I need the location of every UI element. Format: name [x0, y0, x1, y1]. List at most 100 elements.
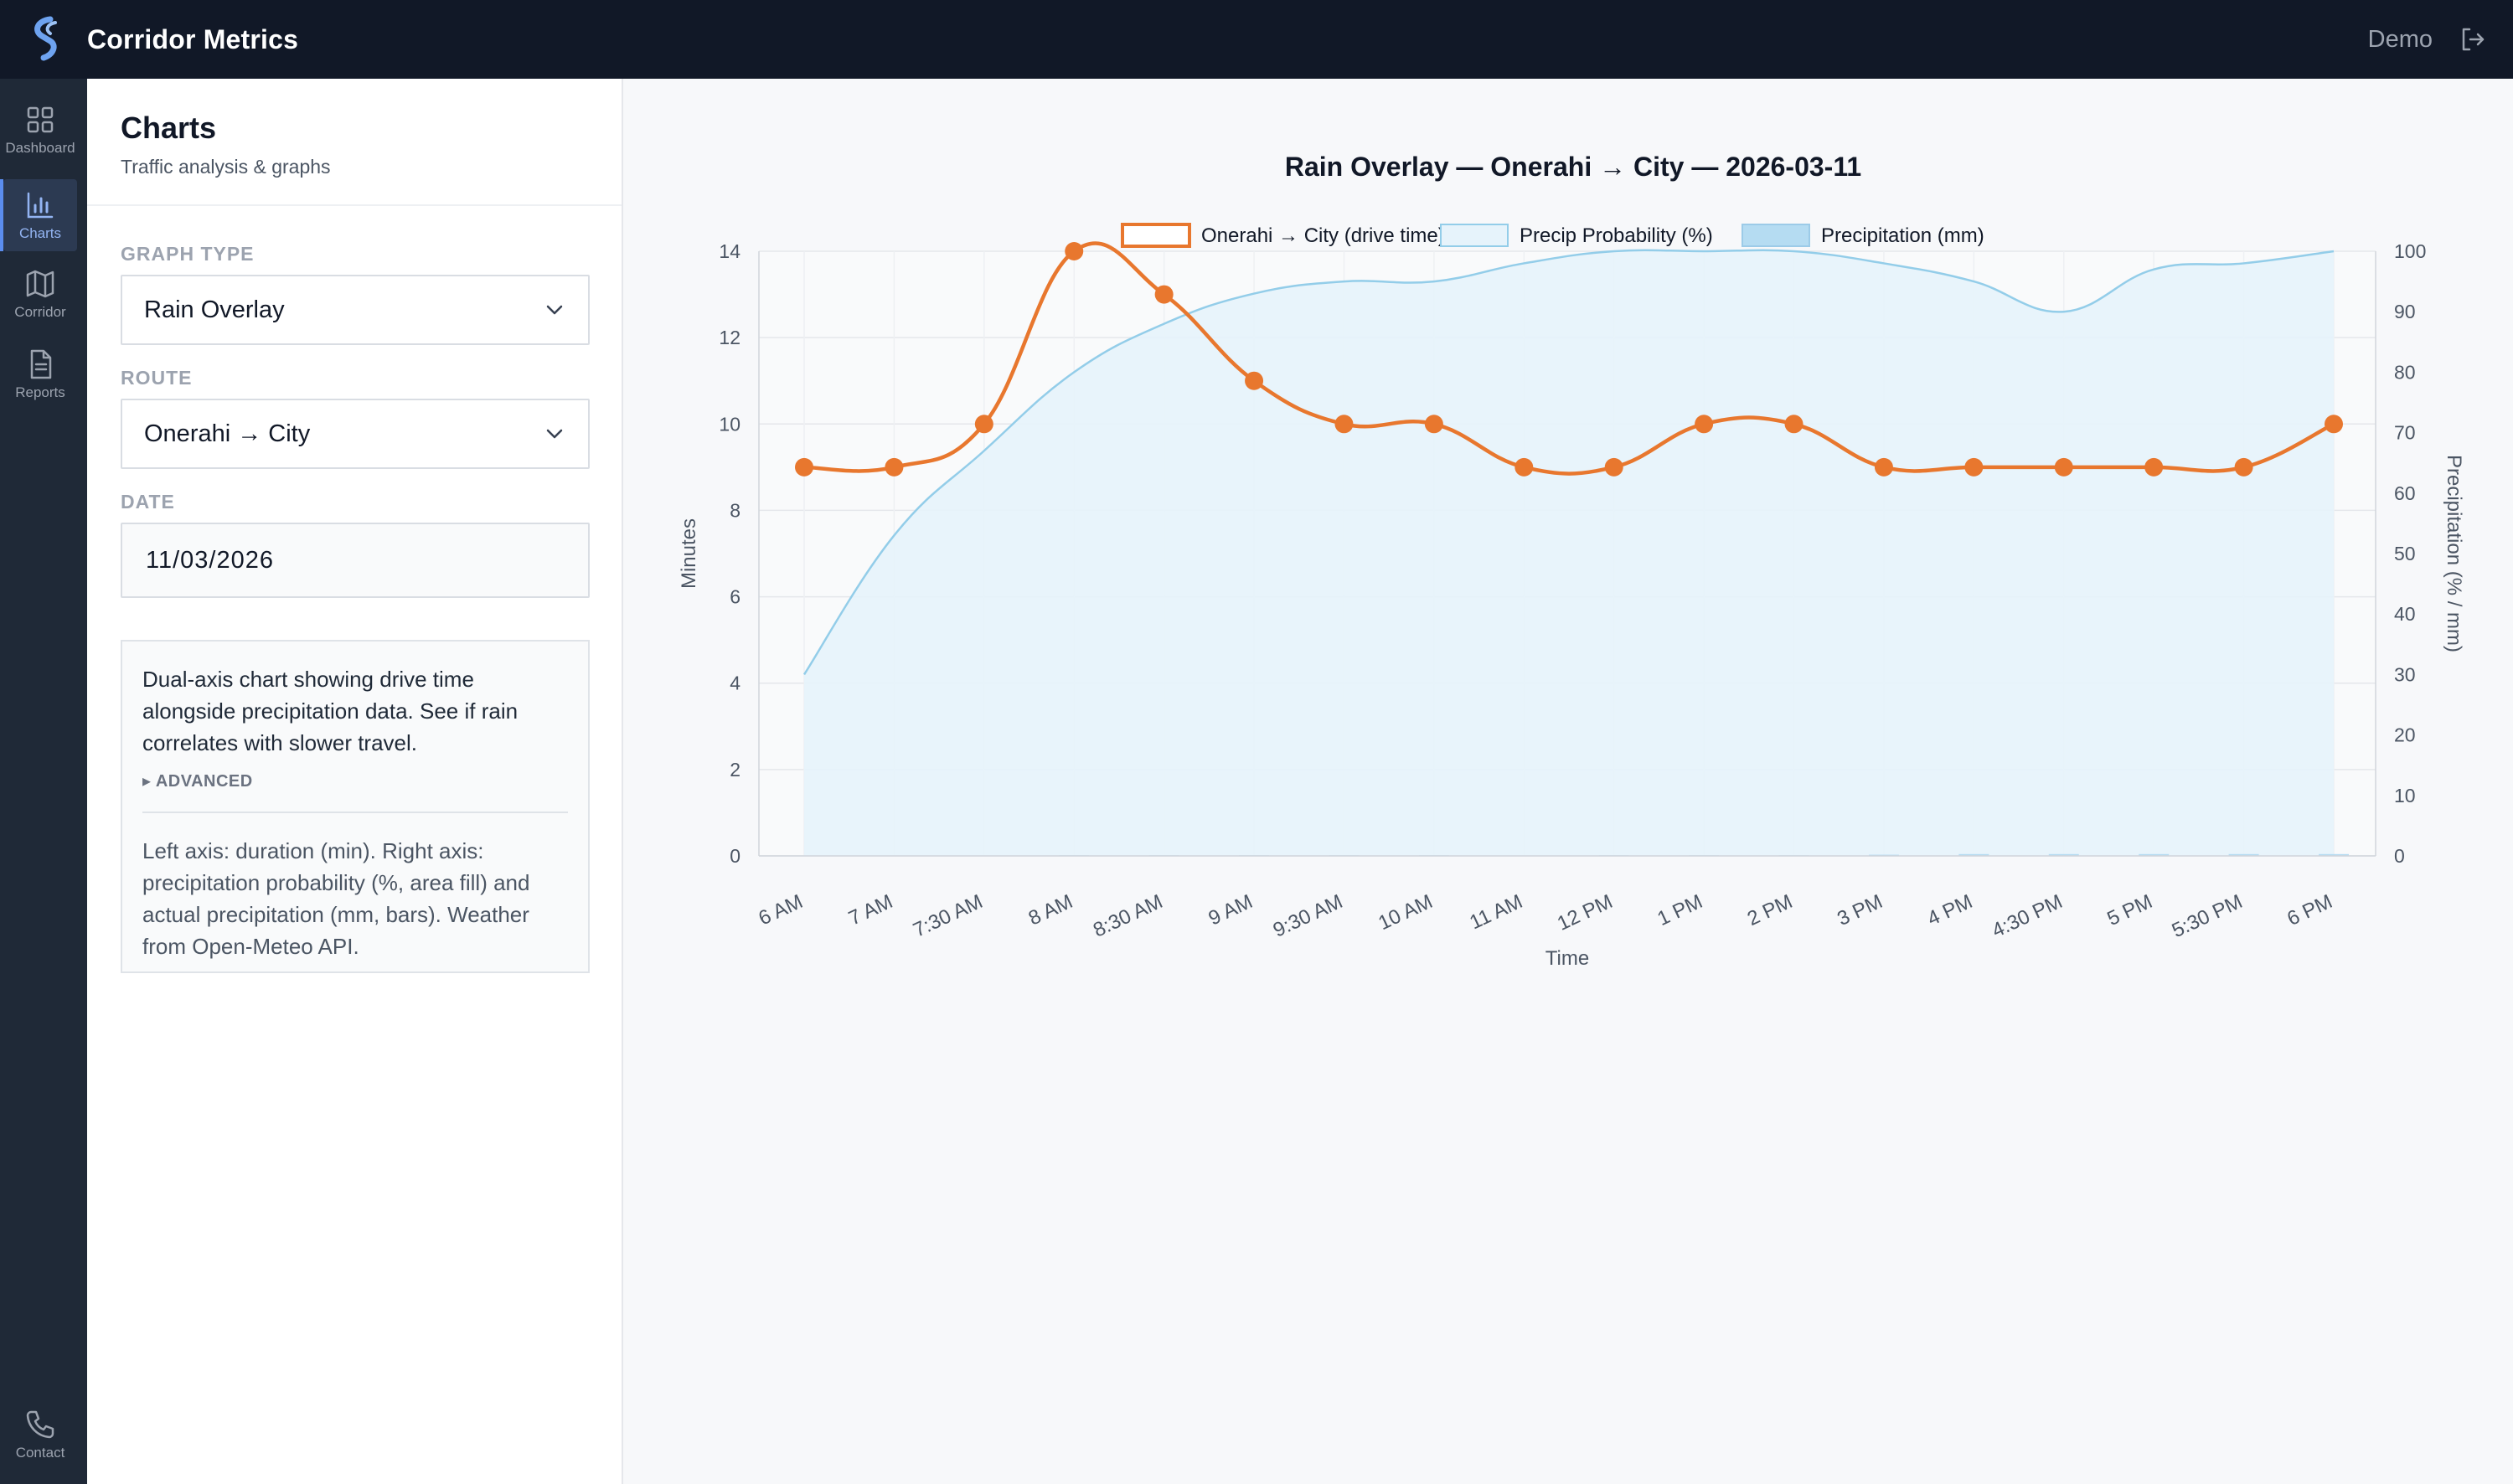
precipitation-bar: [2048, 853, 2079, 856]
x-tick-label: 11 AM: [1466, 890, 1525, 934]
drive-time-point: [1604, 457, 1623, 477]
legend-precip-probability: Precip Probability (%): [1440, 224, 1713, 247]
x-tick-label: 8 AM: [1025, 890, 1076, 930]
legend-swatch: [1742, 224, 1810, 247]
y-axis-title: Minutes: [678, 518, 700, 589]
legend-precipitation: Precipitation (mm): [1742, 224, 1984, 247]
y-tick-label: 0: [730, 845, 740, 867]
y-tick-label: 4: [730, 672, 740, 694]
y2-tick-label: 20: [2394, 724, 2416, 746]
x-tick-label: 2 PM: [1744, 890, 1796, 930]
nav-label-dashboard: Dashboard: [5, 140, 75, 156]
drive-time-line: [795, 241, 2343, 477]
drive-time-point: [1784, 415, 1803, 434]
date-value: 11/03/2026: [146, 546, 274, 574]
route-label: ROUTE: [121, 367, 193, 389]
drive-time-point: [795, 457, 813, 477]
drive-time-point: [1964, 457, 1984, 477]
top-bar: Corridor Metrics Demo: [0, 0, 2513, 79]
y-tick-label: 8: [730, 499, 740, 521]
drive-time-point: [2325, 415, 2343, 434]
panel-header: Charts Traffic analysis & graphs: [87, 79, 622, 206]
y-tick-label: 2: [730, 759, 740, 781]
graph-type-label: GRAPH TYPE: [121, 243, 255, 265]
y2-tick-label: 90: [2394, 301, 2416, 322]
precipitation-bar: [2228, 853, 2259, 856]
x-tick-label: 1 PM: [1654, 890, 1705, 930]
y2-axis-title: Precipitation (% / mm): [2443, 455, 2465, 652]
graph-type-select[interactable]: Rain Overlay: [121, 275, 590, 345]
nav-item-corridor[interactable]: Corridor: [3, 258, 77, 330]
nav-item-contact[interactable]: Contact: [3, 1399, 77, 1471]
route-value: Onerahi → City: [144, 420, 311, 447]
drive-time-point: [1874, 457, 1893, 477]
y-tick-label: 6: [730, 586, 740, 608]
y-tick-label: 10: [719, 413, 740, 435]
x-tick-label: 7:30 AM: [910, 890, 986, 942]
y2-tick-label: 50: [2394, 543, 2416, 564]
drive-time-point: [1424, 415, 1443, 434]
y2-tick-label: 10: [2394, 785, 2416, 806]
drive-time-point: [1334, 415, 1354, 434]
nav-item-charts[interactable]: Charts: [0, 179, 77, 251]
x-tick-label: 6 PM: [2283, 890, 2335, 930]
x-tick-label: 9 AM: [1205, 890, 1256, 930]
x-tick-label: 4 PM: [1924, 890, 1976, 930]
document-icon: [30, 349, 52, 379]
info-divider: [142, 812, 568, 813]
x-tick-label: 9:30 AM: [1270, 890, 1346, 942]
phone-icon: [26, 1410, 54, 1439]
date-label: DATE: [121, 491, 175, 513]
precip-probability-line: [802, 249, 2335, 676]
chevron-down-icon: [546, 429, 563, 439]
x-tick-label: 12 PM: [1554, 890, 1616, 935]
date-input[interactable]: 11/03/2026: [121, 523, 590, 598]
nav-item-reports[interactable]: Reports: [3, 338, 77, 410]
nav-label-charts: Charts: [18, 225, 62, 241]
x-tick-label: 3 PM: [1834, 890, 1886, 930]
chart-legend: Onerahi → City (drive time) Precip Probab…: [1121, 223, 1984, 248]
user-name: Demo: [2367, 25, 2433, 53]
y-tick-label: 12: [719, 327, 740, 348]
x-tick-label: 5:30 PM: [2169, 890, 2246, 942]
drive-time-point: [1065, 242, 1084, 260]
nav-item-dashboard[interactable]: Dashboard: [3, 94, 77, 166]
advanced-description: Left axis: duration (min). Right axis: p…: [142, 838, 530, 959]
bar-chart-icon: [27, 192, 54, 219]
advanced-toggle[interactable]: ▸ ADVANCED: [142, 772, 253, 791]
chart-description: Dual-axis chart showing drive time along…: [142, 667, 519, 755]
graph-type-value: Rain Overlay: [144, 296, 285, 323]
route-select[interactable]: Onerahi → City: [121, 399, 590, 469]
nav-rail: Dashboard Charts Corridor Reports Contac…: [0, 79, 87, 1484]
x-tick-label: 10 AM: [1375, 890, 1436, 935]
drive-time-point: [1154, 285, 1174, 304]
page-title: Charts: [121, 111, 217, 145]
page-subtitle: Traffic analysis & graphs: [121, 156, 331, 178]
x-tick-label: 8:30 AM: [1090, 890, 1166, 942]
logout-icon[interactable]: [2458, 24, 2488, 54]
logo-icon: [34, 16, 57, 61]
nav-label-reports: Reports: [15, 384, 65, 400]
legend-swatch: [1121, 223, 1191, 248]
x-tick-label: 7 AM: [845, 890, 896, 930]
chevron-down-icon: [546, 305, 563, 315]
legend-label: Precipitation (mm): [1821, 224, 1984, 247]
controls-panel: Charts Traffic analysis & graphs GRAPH T…: [87, 79, 623, 1484]
chart-title: Rain Overlay — Onerahi → City — 2026-03-…: [1285, 152, 1861, 182]
drive-time-point: [885, 457, 904, 477]
legend-drive-time: Onerahi → City (drive time): [1121, 223, 1445, 248]
nav-label-contact: Contact: [15, 1445, 65, 1461]
map-icon: [26, 270, 54, 298]
y2-tick-label: 80: [2394, 361, 2416, 383]
y2-tick-label: 30: [2394, 663, 2416, 685]
rain-overlay-chart: Rain Overlay — Onerahi → City — 2026-03-…: [678, 152, 2465, 970]
drive-time-point: [974, 415, 993, 434]
y2-tick-label: 40: [2394, 603, 2416, 625]
drive-time-point: [2144, 457, 2164, 477]
drive-time-point: [2234, 457, 2253, 477]
x-tick-label: 5 PM: [2104, 890, 2156, 930]
y2-tick-label: 60: [2394, 482, 2416, 504]
legend-swatch: [1440, 224, 1509, 247]
app-title: Corridor Metrics: [87, 23, 299, 54]
x-tick-label: 6 AM: [756, 890, 807, 930]
